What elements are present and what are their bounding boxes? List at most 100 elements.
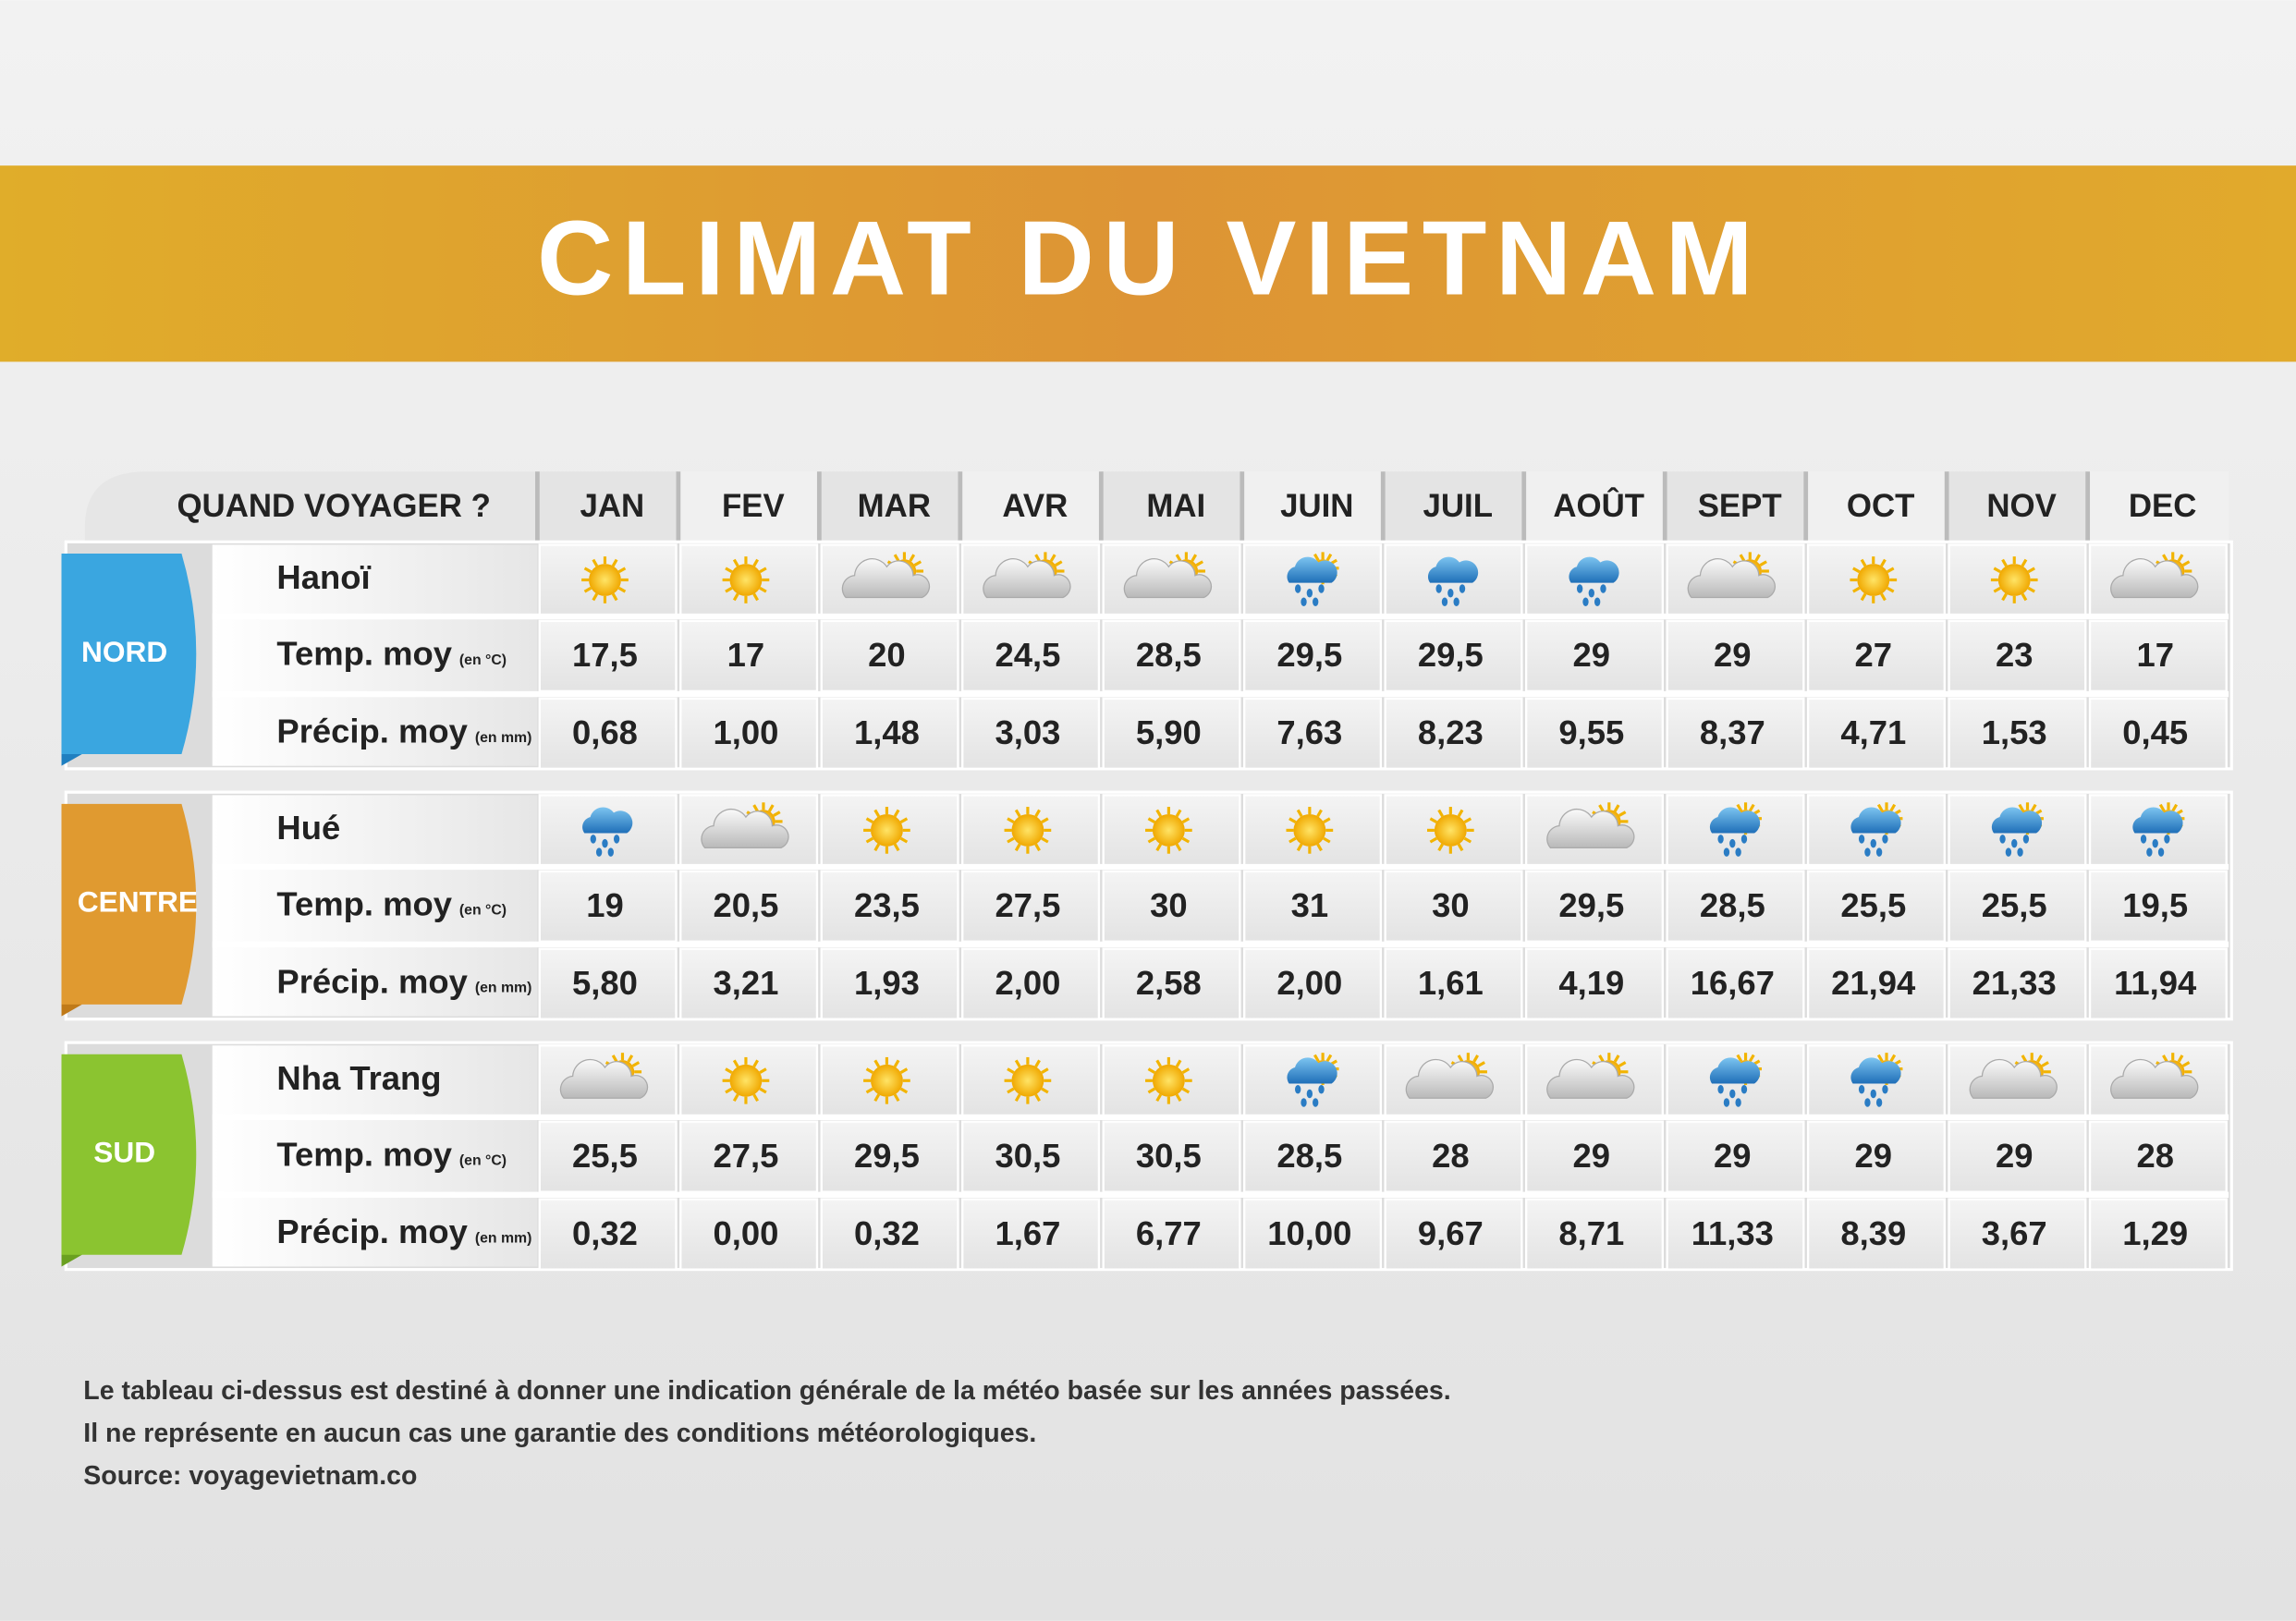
rain-drop (2005, 847, 2012, 857)
sun (1152, 813, 1185, 847)
header-cell (678, 471, 820, 542)
rain-drop (602, 838, 608, 848)
temperature: 29,5 (1276, 636, 1342, 674)
cell (1102, 619, 1241, 693)
sun-ray (1316, 809, 1323, 818)
sun (1011, 813, 1044, 847)
sun-ray (1014, 1093, 1021, 1103)
month: MAI (1146, 488, 1205, 524)
sun-ray (1147, 1087, 1156, 1094)
cell (1102, 870, 1241, 943)
rain-drop (1882, 835, 1888, 844)
rain-cloud (1287, 556, 1337, 583)
rain-drop (590, 835, 596, 844)
sun-ray (752, 558, 759, 567)
sun-ray (583, 567, 592, 574)
sun-ray (893, 843, 900, 852)
temperature: 30 (1150, 886, 1188, 924)
sun-ray (899, 1087, 909, 1094)
cell (2088, 697, 2228, 771)
cloud (1123, 558, 1213, 599)
sun-ray (1748, 1054, 1755, 1063)
weather-icon (701, 802, 789, 849)
sun-ray (1034, 1059, 1041, 1067)
temperature: 17,5 (572, 636, 638, 674)
sun-ray (631, 1061, 641, 1067)
sun-ray (1007, 836, 1015, 844)
sun-ray (1437, 809, 1444, 818)
footer-line: Il ne représente en aucun cas une garant… (83, 1419, 1036, 1448)
cell (1806, 1198, 1946, 1271)
unit: (en mm) (475, 1231, 532, 1247)
cloud (701, 809, 789, 849)
cloud (983, 558, 1071, 599)
header-label: QUAND VOYAGER ? (177, 488, 490, 524)
row-label-area (212, 544, 538, 766)
weather-icon (1990, 556, 2038, 603)
rain-drop (1576, 584, 1583, 593)
cell (538, 947, 678, 1020)
cell (1384, 697, 1523, 771)
sun-ray (1147, 836, 1156, 844)
region-name: CENTRE (78, 885, 198, 919)
sun-ray (1155, 843, 1163, 852)
sun-ray (725, 567, 733, 574)
rain-drop (1858, 835, 1865, 844)
cell (1524, 1120, 1665, 1193)
rain-drop (1295, 1085, 1301, 1094)
weather-icon (1123, 552, 1213, 599)
cell (1666, 697, 1805, 771)
sun-ray (2162, 554, 2168, 562)
rain-drop (1864, 847, 1871, 857)
sun-ray (1880, 558, 1887, 567)
header-label-cell (84, 471, 538, 542)
precipitation: 16,67 (1691, 964, 1775, 1002)
header-cell (1241, 471, 1384, 542)
sun-ray (2001, 558, 2008, 567)
cell (1102, 1198, 1241, 1271)
sun-ray (1155, 1093, 1163, 1103)
unit: (en mm) (475, 981, 532, 996)
temperature: 25,5 (1840, 886, 1906, 924)
rain-drop (1313, 597, 1319, 607)
cell (1242, 619, 1383, 693)
cell (820, 1198, 959, 1271)
sun-ray (1876, 1054, 1884, 1063)
sun-ray (2171, 803, 2179, 812)
sun-ray (899, 1067, 909, 1074)
sun (1011, 1064, 1044, 1097)
sun-ray (2021, 558, 2028, 567)
sun-ray (1034, 554, 1041, 562)
weather-icon (1850, 556, 1898, 603)
cell (1102, 697, 1241, 771)
rain-cloud (1709, 807, 1761, 834)
sun-ray (611, 1054, 618, 1063)
sun-ray (617, 586, 627, 593)
precipitation: 0,45 (2122, 713, 2188, 751)
row-label: Temp. moy (276, 884, 452, 922)
sun-ray (773, 810, 781, 817)
temperature: 27,5 (995, 886, 1060, 924)
sun-ray (1754, 554, 1761, 562)
sun-ray (1014, 809, 1021, 818)
cell (1666, 1120, 1805, 1193)
rain-drop (1723, 847, 1730, 857)
cell (2088, 619, 2228, 693)
cell (1666, 1198, 1805, 1271)
sun-ray (1759, 560, 1767, 567)
temperature: 19,5 (2122, 886, 2188, 924)
cell (1948, 1198, 2087, 1271)
sun-ray (1313, 553, 1320, 562)
temperature: 28 (1432, 1137, 1470, 1175)
sun-ray (899, 817, 909, 824)
rain-drop (1740, 1085, 1748, 1094)
sun-ray (1014, 1059, 1021, 1067)
precipitation: 0,32 (854, 1214, 920, 1252)
cell (1806, 870, 1946, 943)
cell (1524, 697, 1665, 771)
sun-ray (1155, 809, 1163, 818)
sun-ray (1296, 843, 1303, 852)
rain-drop (2017, 847, 2023, 857)
rain-drop (1729, 1089, 1736, 1099)
sun-ray (1175, 554, 1182, 562)
